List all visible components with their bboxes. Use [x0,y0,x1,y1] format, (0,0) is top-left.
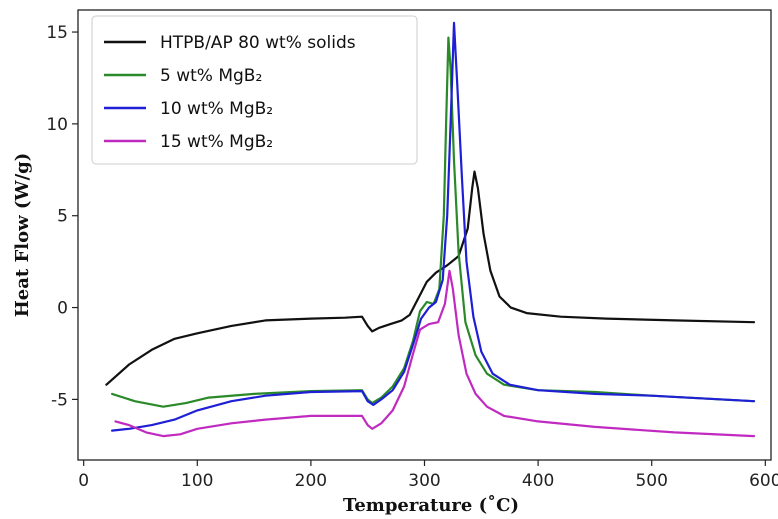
y-tick-label: 10 [46,115,68,135]
x-tick-label: 0 [78,471,89,491]
legend-label-1: HTPB/AP 80 wt% solids [160,33,356,53]
legend: HTPB/AP 80 wt% solids 5 wt% MgB₂ 10 wt% Mg… [91,15,418,165]
x-tick-label: 600 [749,471,778,491]
series-line-3 [111,21,756,432]
series-line-1 [105,170,756,386]
x-tick-label: 500 [635,471,667,491]
series-line-2 [111,36,756,408]
x-tick-label: 400 [522,471,554,491]
y-tick-label: 15 [46,23,68,43]
series-lines [105,21,756,438]
x-axis-ticks: 0 100 200 300 400 500 600 [78,460,778,491]
y-tick-label: 0 [57,299,68,319]
legend-label-3: 10 wt% MgB₂ [160,99,273,119]
y-tick-label: -5 [51,390,68,410]
y-axis-ticks: -5 0 5 10 15 [46,23,78,410]
legend-box [91,15,418,165]
x-axis-title: Temperature (˚C) [343,493,519,516]
x-tick-label: 100 [181,471,213,491]
legend-label-4: 15 wt% MgB₂ [160,132,273,152]
y-axis-title: Heat Flow (W/g) [12,153,33,318]
series-line-4 [114,269,756,438]
y-tick-label: 5 [57,207,68,227]
legend-items: HTPB/AP 80 wt% solids 5 wt% MgB₂ 10 wt% Mg… [104,33,356,152]
x-tick-label: 300 [408,471,440,491]
x-tick-label: 200 [295,471,327,491]
legend-label-2: 5 wt% MgB₂ [160,66,262,86]
